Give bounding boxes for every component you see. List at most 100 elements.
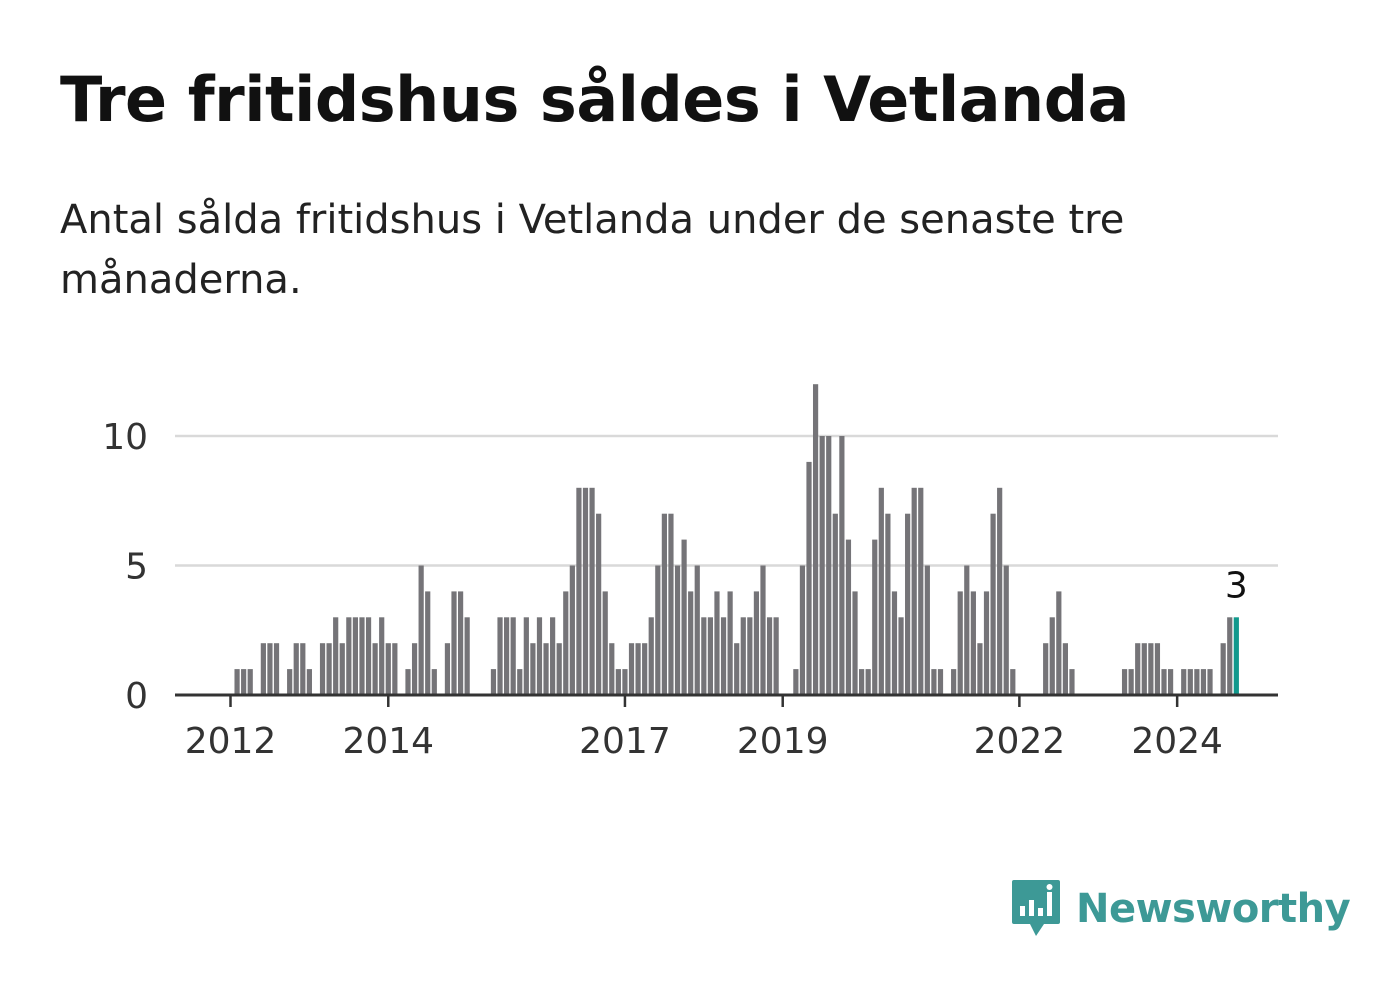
bar <box>688 591 694 695</box>
bar <box>720 617 727 695</box>
bar <box>1194 669 1200 695</box>
bar <box>878 487 884 695</box>
bar <box>1010 669 1016 695</box>
bar <box>1003 565 1009 695</box>
bar <box>1062 643 1068 695</box>
bar <box>1161 669 1167 695</box>
bar <box>1233 617 1239 695</box>
bar <box>872 539 878 695</box>
bar <box>898 617 904 695</box>
bar <box>1141 643 1147 695</box>
bar <box>859 669 865 695</box>
bar <box>569 565 575 695</box>
bar <box>1049 617 1055 695</box>
bar <box>543 643 549 695</box>
bar <box>931 669 937 695</box>
bar <box>832 513 838 695</box>
bar <box>997 487 1003 695</box>
bar <box>1135 643 1141 695</box>
bar <box>983 591 990 695</box>
bar <box>622 669 628 695</box>
bar <box>852 591 858 695</box>
bar <box>352 617 359 695</box>
bar <box>753 591 760 695</box>
y-tick-label: 0 <box>125 676 148 717</box>
bar <box>628 643 635 695</box>
bar <box>589 487 595 695</box>
bar <box>563 591 569 695</box>
bar <box>812 384 819 695</box>
bar <box>1056 591 1062 695</box>
bar <box>1128 669 1134 695</box>
bar <box>1167 669 1174 695</box>
bar <box>260 643 266 695</box>
bar <box>490 669 497 695</box>
newsworthy-logo-icon <box>1012 880 1060 936</box>
bar <box>674 565 681 695</box>
bar <box>655 565 661 695</box>
bar <box>642 643 648 695</box>
bar <box>1181 669 1187 695</box>
bar <box>661 513 667 695</box>
bar <box>951 669 957 695</box>
bar <box>287 669 293 695</box>
bar <box>970 591 976 695</box>
bar <box>701 617 707 695</box>
bar <box>451 591 457 695</box>
x-tick-label: 2024 <box>1131 721 1223 762</box>
bar <box>247 669 253 695</box>
bar <box>793 669 799 695</box>
bar <box>1154 643 1161 695</box>
bar <box>911 487 917 695</box>
bar <box>977 643 983 695</box>
bar <box>346 617 352 695</box>
bar <box>891 591 898 695</box>
bar <box>300 643 306 695</box>
bar <box>431 669 437 695</box>
bar <box>707 617 714 695</box>
bar <box>905 513 911 695</box>
bar <box>602 591 608 695</box>
bar <box>924 565 930 695</box>
bar <box>234 669 240 695</box>
bar <box>576 487 582 695</box>
bar <box>372 643 378 695</box>
bar <box>865 669 871 695</box>
bar <box>379 617 385 695</box>
bar <box>773 617 779 695</box>
bar <box>766 617 773 695</box>
x-tick-label: 2014 <box>342 721 434 762</box>
bar <box>385 643 391 695</box>
bar <box>536 617 543 695</box>
bar <box>964 565 970 695</box>
bar <box>615 669 621 695</box>
bar <box>839 436 845 695</box>
bar <box>1043 643 1049 695</box>
bar <box>596 513 602 695</box>
bar <box>556 643 562 695</box>
bar <box>694 565 700 695</box>
bar <box>319 643 326 695</box>
bar <box>826 436 832 695</box>
bar <box>523 617 529 695</box>
bar <box>550 617 556 695</box>
x-tick-label: 2012 <box>185 721 277 762</box>
bar <box>418 565 424 695</box>
bar <box>727 591 733 695</box>
x-tick-label: 2022 <box>974 721 1066 762</box>
bar <box>918 487 924 695</box>
bar <box>273 643 280 695</box>
bar <box>734 643 740 695</box>
bar <box>668 513 674 695</box>
bar <box>405 669 411 695</box>
bar <box>806 461 812 695</box>
bar <box>392 643 398 695</box>
bar <box>359 617 365 695</box>
bar <box>747 617 753 695</box>
bar <box>241 669 247 695</box>
bar <box>1148 643 1154 695</box>
chart-subtitle: Antal sålda fritidshus i Vetlanda under … <box>60 197 1125 303</box>
bar <box>714 591 720 695</box>
bar <box>365 617 372 695</box>
